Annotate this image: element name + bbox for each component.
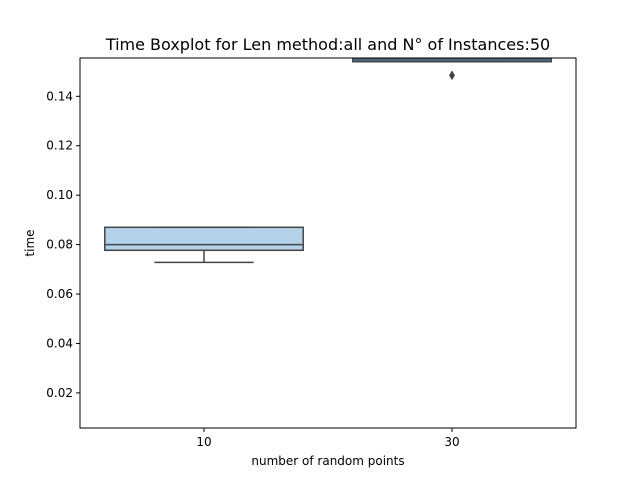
y-tick-label: 0.12 (46, 139, 73, 153)
outlier-point (449, 70, 455, 81)
y-tick-label: 0.14 (46, 89, 73, 103)
x-tick-label: 10 (196, 435, 211, 449)
axes-frame (79, 57, 577, 429)
box-group-10 (104, 226, 304, 264)
y-axis: 0.02 0.04 0.06 0.08 0.10 0.12 0.14 (46, 89, 80, 400)
x-tick-label: 30 (444, 435, 459, 449)
x-axis-label: number of random points (251, 454, 404, 468)
box (104, 226, 304, 252)
y-tick-label: 0.10 (46, 188, 73, 202)
y-tick-label: 0.06 (46, 287, 73, 301)
y-tick-label: 0.02 (46, 386, 73, 400)
y-tick-label: 0.08 (46, 238, 73, 252)
y-tick-label: 0.04 (46, 336, 73, 350)
box (352, 58, 552, 63)
box-group-30 (352, 58, 552, 81)
y-axis-label: time (23, 229, 37, 256)
x-axis: 10 30 (196, 428, 460, 449)
plot-area (104, 58, 552, 264)
chart-title: Time Boxplot for Len method:all and N° o… (105, 35, 550, 54)
